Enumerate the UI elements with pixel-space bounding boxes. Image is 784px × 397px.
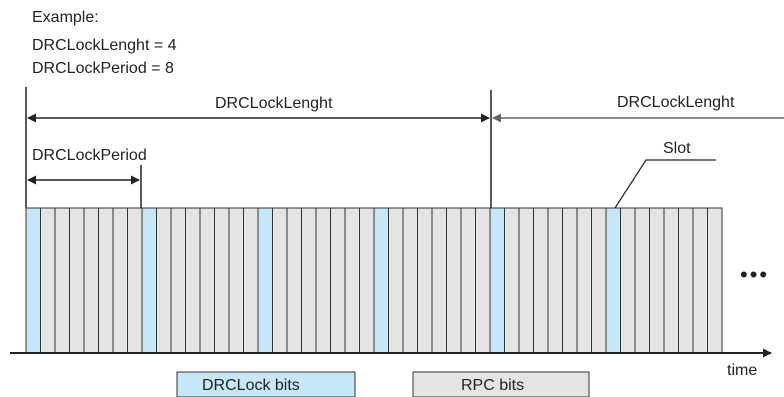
legend-drc-lock-label: DRCLock bits	[202, 377, 300, 394]
example-heading: Example:	[32, 9, 99, 26]
rpc-slot	[301, 207, 317, 354]
rpc-slot	[127, 207, 143, 354]
drc-lock-slot	[605, 207, 621, 354]
rpc-slot	[504, 207, 520, 354]
drc-lock-slot	[141, 207, 157, 354]
next-length-span-label: DRCLockLenght	[617, 94, 735, 111]
drc-lock-slot	[373, 207, 389, 354]
rpc-slot	[214, 207, 230, 354]
drc-lock-slot	[257, 207, 273, 354]
rpc-slot	[547, 207, 563, 354]
rpc-slot	[170, 207, 186, 354]
length-span-label: DRCLockLenght	[215, 95, 333, 112]
rpc-slot	[286, 207, 302, 354]
rpc-slot	[402, 207, 418, 354]
time-axis-label: time	[727, 362, 757, 379]
rpc-slot	[40, 207, 56, 354]
rpc-slot	[344, 207, 360, 354]
rpc-slot	[446, 207, 462, 354]
rpc-slot	[199, 207, 215, 354]
rpc-slot	[112, 207, 128, 354]
legend-drc-lock-swatch	[176, 371, 356, 397]
rpc-slot	[359, 207, 375, 354]
rpc-slot	[591, 207, 607, 354]
rpc-slot	[228, 207, 244, 354]
rpc-slot	[330, 207, 346, 354]
slot-callout-label: Slot	[663, 140, 691, 157]
rpc-slot	[649, 207, 665, 354]
rpc-slot	[156, 207, 172, 354]
rpc-slot	[69, 207, 85, 354]
legend-rpc-swatch	[412, 371, 590, 397]
continuation-ellipsis: •••	[740, 262, 769, 287]
rpc-slot	[243, 207, 259, 354]
rpc-slot	[678, 207, 694, 354]
rpc-slot	[185, 207, 201, 354]
legend-rpc-label: RPC bits	[461, 377, 524, 394]
rpc-slot	[518, 207, 534, 354]
rpc-slot	[431, 207, 447, 354]
rpc-slot	[98, 207, 114, 354]
rpc-slot	[417, 207, 433, 354]
rpc-slot	[388, 207, 404, 354]
rpc-slot	[692, 207, 708, 354]
drc-lock-slot	[489, 207, 505, 354]
rpc-slot	[83, 207, 99, 354]
slot-callout-line	[614, 159, 716, 209]
rpc-slot	[315, 207, 331, 354]
example-length-line: DRCLockLenght = 4	[32, 37, 177, 54]
rpc-slot	[576, 207, 592, 354]
slot-row	[25, 207, 723, 354]
rpc-slot	[54, 207, 70, 354]
period-span-label: DRCLockPeriod	[32, 147, 147, 164]
rpc-slot	[634, 207, 650, 354]
rpc-slot	[663, 207, 679, 354]
example-period-line: DRCLockPeriod = 8	[32, 60, 174, 77]
rpc-slot	[475, 207, 491, 354]
rpc-slot	[533, 207, 549, 354]
rpc-slot	[272, 207, 288, 354]
rpc-slot	[620, 207, 636, 354]
rpc-slot	[707, 207, 723, 354]
rpc-slot	[460, 207, 476, 354]
drc-lock-slot	[25, 207, 41, 354]
rpc-slot	[562, 207, 578, 354]
